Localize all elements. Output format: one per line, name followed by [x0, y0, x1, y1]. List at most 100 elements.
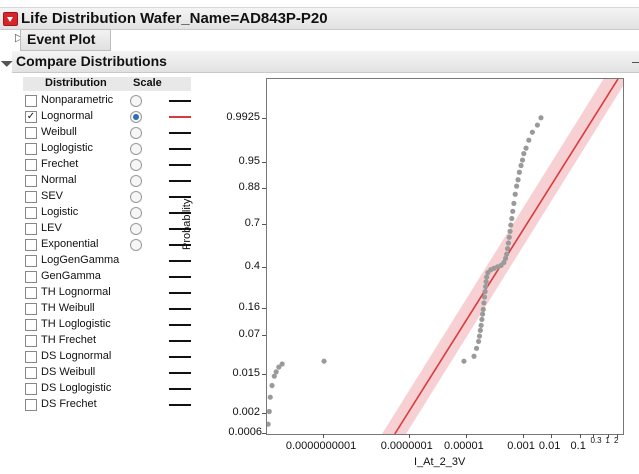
data-point[interactable]: [508, 222, 514, 228]
disclosure-collapsed-icon[interactable]: ▷: [15, 31, 23, 44]
data-point[interactable]: [279, 361, 285, 367]
distribution-checkbox[interactable]: [25, 383, 37, 395]
data-point[interactable]: [481, 300, 487, 306]
data-point[interactable]: [504, 251, 510, 257]
distribution-checkbox[interactable]: [25, 287, 37, 299]
distribution-checkbox[interactable]: [25, 351, 37, 363]
line-style-swatch[interactable]: [169, 292, 191, 294]
data-point[interactable]: [321, 358, 327, 364]
line-style-swatch[interactable]: [169, 372, 191, 374]
data-point[interactable]: [473, 345, 480, 351]
scale-radio[interactable]: [130, 159, 142, 171]
data-point[interactable]: [526, 137, 532, 143]
distribution-checkbox[interactable]: [25, 207, 37, 219]
distribution-checkbox[interactable]: [25, 399, 37, 411]
data-point[interactable]: [501, 259, 507, 266]
distribution-checkbox[interactable]: [25, 191, 37, 203]
data-point[interactable]: [267, 408, 272, 415]
scale-radio[interactable]: [130, 95, 142, 107]
scale-radio[interactable]: [130, 127, 142, 139]
line-style-swatch[interactable]: [169, 132, 191, 134]
data-point[interactable]: [276, 364, 282, 370]
line-style-swatch[interactable]: [169, 404, 191, 406]
distribution-checkbox[interactable]: [25, 335, 37, 347]
data-point[interactable]: [476, 333, 483, 339]
distribution-checkbox[interactable]: [25, 303, 37, 315]
line-style-swatch[interactable]: [169, 340, 191, 342]
data-point[interactable]: [479, 311, 486, 317]
data-point[interactable]: [271, 373, 277, 379]
distribution-checkbox[interactable]: ✓: [25, 111, 37, 123]
data-point[interactable]: [509, 215, 515, 222]
data-point[interactable]: [518, 162, 524, 169]
probability-plot[interactable]: [267, 79, 623, 434]
data-point[interactable]: [516, 169, 522, 175]
line-style-swatch[interactable]: [169, 164, 191, 166]
line-style-swatch[interactable]: [169, 308, 191, 310]
line-style-swatch[interactable]: [169, 356, 191, 358]
data-point[interactable]: [523, 145, 529, 151]
distribution-checkbox[interactable]: [25, 319, 37, 331]
scale-radio[interactable]: [130, 191, 142, 203]
line-style-swatch[interactable]: [169, 148, 191, 150]
data-point[interactable]: [480, 306, 486, 313]
distribution-checkbox[interactable]: [25, 239, 37, 251]
data-point[interactable]: [481, 294, 488, 300]
distribution-checkbox[interactable]: [25, 159, 37, 171]
event-plot-outline[interactable]: Event Plot: [20, 29, 111, 51]
line-style-swatch[interactable]: [169, 244, 191, 246]
distribution-checkbox[interactable]: [25, 223, 37, 235]
scale-radio[interactable]: [130, 239, 142, 251]
data-point[interactable]: [269, 382, 275, 389]
data-point[interactable]: [538, 115, 544, 121]
data-point[interactable]: [506, 234, 512, 240]
data-point[interactable]: [534, 122, 541, 128]
data-point[interactable]: [502, 255, 509, 261]
data-point[interactable]: [267, 421, 271, 427]
line-style-swatch[interactable]: [169, 180, 191, 182]
data-point[interactable]: [505, 240, 512, 246]
line-style-swatch[interactable]: [169, 260, 191, 262]
distribution-checkbox[interactable]: [25, 143, 37, 155]
scale-radio[interactable]: [130, 223, 142, 235]
data-point[interactable]: [515, 177, 521, 183]
compare-distributions-header[interactable]: Compare Distributions: [12, 51, 639, 73]
line-style-swatch[interactable]: [169, 116, 191, 118]
data-point[interactable]: [507, 228, 513, 234]
data-point[interactable]: [521, 151, 527, 157]
data-point[interactable]: [519, 157, 526, 163]
data-point[interactable]: [514, 183, 520, 189]
data-point[interactable]: [483, 279, 489, 285]
line-style-swatch[interactable]: [169, 228, 191, 230]
data-point[interactable]: [479, 316, 485, 323]
scale-radio[interactable]: [130, 111, 142, 123]
line-style-swatch[interactable]: [169, 388, 191, 390]
scale-radio[interactable]: [130, 175, 142, 187]
data-point[interactable]: [484, 274, 490, 280]
data-point[interactable]: [471, 353, 477, 359]
line-style-swatch[interactable]: [169, 276, 191, 278]
distribution-checkbox[interactable]: [25, 175, 37, 187]
distribution-checkbox[interactable]: [25, 367, 37, 379]
data-point[interactable]: [504, 246, 511, 252]
data-point[interactable]: [461, 358, 467, 364]
line-style-swatch[interactable]: [169, 100, 191, 102]
data-point[interactable]: [477, 327, 483, 333]
data-point[interactable]: [512, 191, 518, 197]
distribution-checkbox[interactable]: [25, 271, 37, 283]
data-point[interactable]: [511, 200, 517, 206]
line-style-swatch[interactable]: [169, 196, 191, 198]
data-point[interactable]: [529, 129, 535, 135]
line-style-swatch[interactable]: [169, 324, 191, 326]
data-point[interactable]: [483, 283, 489, 290]
probability-plot-frame[interactable]: [266, 78, 624, 435]
data-point[interactable]: [510, 208, 516, 214]
data-point[interactable]: [478, 322, 484, 328]
data-point[interactable]: [267, 394, 273, 400]
distribution-checkbox[interactable]: [25, 255, 37, 267]
data-point[interactable]: [475, 338, 482, 345]
line-style-swatch[interactable]: [169, 212, 191, 214]
scale-radio[interactable]: [130, 143, 142, 155]
scale-radio[interactable]: [130, 207, 142, 219]
distribution-checkbox[interactable]: [25, 127, 37, 139]
